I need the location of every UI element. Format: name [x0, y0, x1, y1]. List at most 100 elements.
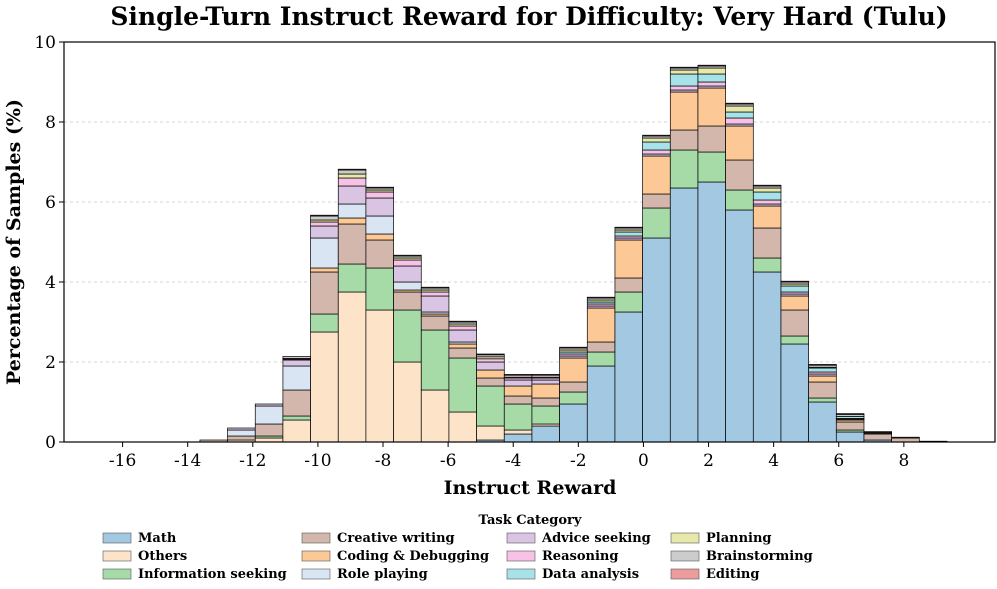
bar-segment: [337, 217, 367, 225]
bar-segment: [531, 405, 560, 425]
bar-segment: [669, 73, 699, 87]
legend-label: Others: [138, 549, 187, 564]
legend-swatch: [301, 550, 331, 562]
bar-segment: [476, 377, 505, 387]
bar-segment: [752, 184, 782, 187]
bar-segment: [586, 351, 616, 367]
bar-segment: [725, 117, 754, 125]
bar-segment: [420, 329, 450, 391]
bar-segment: [448, 325, 477, 331]
bar-segment: [752, 205, 782, 229]
bar-segment: [614, 277, 643, 293]
bar-segment: [282, 415, 311, 421]
bar-segment: [697, 181, 726, 443]
bar-segment: [642, 134, 671, 137]
bar-segment: [227, 429, 256, 437]
y-tick-label: 0: [45, 433, 56, 453]
bar-segment: [725, 159, 754, 191]
bar-segment: [282, 419, 311, 443]
bar-segment: [614, 231, 643, 237]
bar-segment: [780, 309, 809, 337]
bar-segment: [365, 191, 394, 199]
y-tick-label: 4: [45, 273, 56, 293]
bar-segment: [337, 223, 367, 265]
bar-segment: [697, 125, 726, 153]
bar-segment: [476, 385, 505, 427]
bar-segment: [337, 168, 367, 171]
x-tick-label: -10: [304, 451, 331, 471]
legend-swatch: [301, 568, 331, 580]
bar-segment: [282, 365, 311, 391]
bar-segment: [476, 361, 505, 371]
y-axis-label: Percentage of Samples (%): [3, 99, 25, 385]
bar-segment: [337, 177, 367, 187]
bar-segment: [725, 105, 754, 113]
bar-segment: [310, 225, 339, 239]
y-axis-ticks: 0 2 4 6 8 10: [34, 33, 64, 453]
bar-segment: [780, 343, 809, 443]
bar-segment: [725, 102, 754, 105]
bar-segment: [642, 193, 671, 209]
bar-segment: [780, 335, 809, 345]
y-tick-label: 6: [45, 193, 56, 213]
bar-segment: [808, 367, 837, 373]
x-tick-label: 2: [703, 451, 714, 471]
bar-segment: [393, 291, 422, 311]
bar-segment: [310, 313, 339, 333]
bar-segment: [476, 425, 505, 441]
x-tick-label: -8: [375, 451, 392, 471]
bar-segment: [476, 358, 505, 363]
bar-segment: [614, 291, 643, 313]
bar-segment: [420, 295, 450, 313]
bar-segment: [808, 397, 837, 403]
bar-segment: [310, 215, 339, 221]
bar-segment: [503, 395, 533, 405]
legend-swatch: [506, 550, 536, 562]
bar-segment: [752, 227, 782, 259]
bar-segment: [863, 433, 892, 441]
legend-swatch: [670, 568, 700, 580]
bar-segment: [752, 271, 782, 443]
legend-label: Planning: [706, 531, 772, 546]
bar-segment: [448, 411, 477, 443]
x-axis-label: Instruct Reward: [444, 477, 617, 499]
bar-segment: [393, 254, 422, 257]
bar-segment: [420, 291, 450, 297]
bar-segment: [642, 207, 671, 239]
bar-segment: [642, 237, 671, 443]
legend-swatch: [102, 568, 132, 580]
bar-segment: [365, 267, 394, 311]
bar-segment: [448, 343, 477, 349]
bar-segment: [559, 381, 588, 393]
bar-segment: [780, 295, 809, 311]
bar-segment: [752, 187, 782, 193]
bar-segment: [448, 329, 477, 343]
bar-segment: [531, 379, 560, 385]
x-tick-label: -12: [239, 451, 266, 471]
bar-segment: [393, 309, 422, 363]
bar-segment: [642, 141, 671, 151]
bar-segment: [725, 209, 754, 443]
bar-segment: [503, 374, 533, 376]
legend-label: Information seeking: [138, 567, 287, 582]
bar-segment: [337, 291, 367, 443]
bar-segment: [669, 91, 699, 131]
bar-segment: [559, 357, 588, 383]
bar-segment: [669, 187, 699, 443]
bar-segment: [559, 403, 588, 443]
bar-segment: [365, 186, 394, 189]
bar-segment: [337, 263, 367, 293]
legend-label: Data analysis: [542, 567, 639, 582]
bar-segment: [282, 359, 311, 367]
bar-segment: [420, 389, 450, 443]
bar-segment: [752, 257, 782, 273]
x-tick-label: 8: [898, 451, 909, 471]
legend-label: Coding & Debugging: [337, 549, 489, 564]
bar-segment: [725, 125, 754, 161]
bar-segment: [808, 375, 837, 383]
bar-segment: [780, 280, 809, 283]
bar-segment: [559, 391, 588, 405]
grid: [64, 121, 995, 363]
legend-label: Advice seeking: [541, 531, 651, 546]
